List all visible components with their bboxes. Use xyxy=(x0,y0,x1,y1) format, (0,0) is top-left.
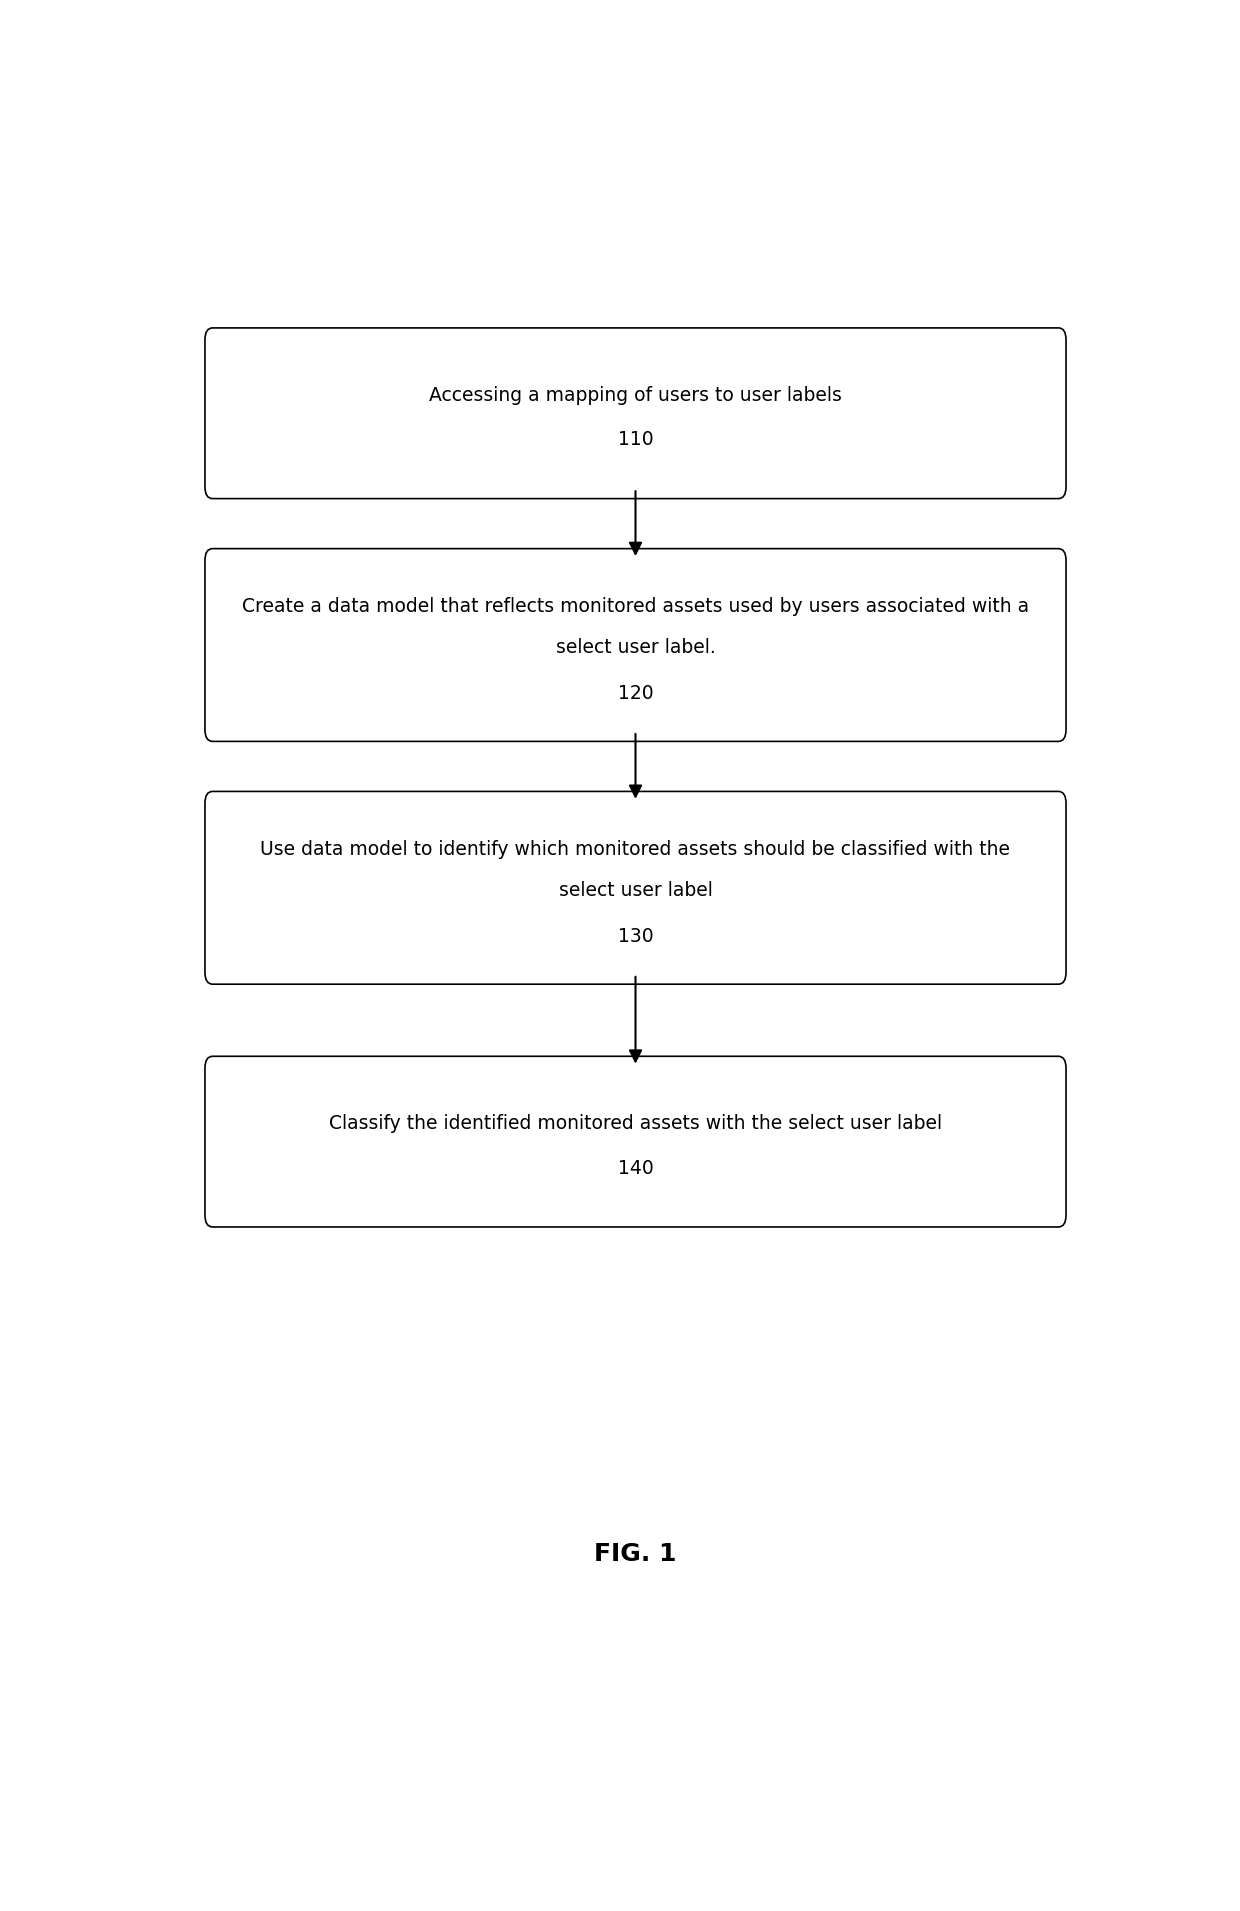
Text: 140: 140 xyxy=(618,1158,653,1177)
Text: 120: 120 xyxy=(618,684,653,703)
Text: 130: 130 xyxy=(618,927,653,946)
Text: FIG. 1: FIG. 1 xyxy=(594,1542,677,1565)
Text: 110: 110 xyxy=(618,430,653,449)
FancyBboxPatch shape xyxy=(205,791,1066,984)
Text: Use data model to identify which monitored assets should be classified with the: Use data model to identify which monitor… xyxy=(260,841,1011,860)
FancyBboxPatch shape xyxy=(205,548,1066,741)
Text: select user label: select user label xyxy=(558,881,713,900)
Text: Accessing a mapping of users to user labels: Accessing a mapping of users to user lab… xyxy=(429,386,842,405)
FancyBboxPatch shape xyxy=(205,329,1066,499)
Text: Classify the identified monitored assets with the select user label: Classify the identified monitored assets… xyxy=(329,1114,942,1133)
Text: select user label.: select user label. xyxy=(556,638,715,657)
FancyBboxPatch shape xyxy=(205,1057,1066,1227)
Text: Create a data model that reflects monitored assets used by users associated with: Create a data model that reflects monito… xyxy=(242,598,1029,615)
